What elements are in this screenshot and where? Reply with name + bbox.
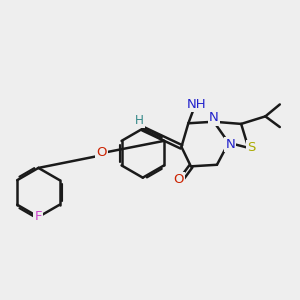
Text: N: N [209, 111, 219, 124]
Text: O: O [174, 173, 184, 186]
Text: S: S [247, 141, 256, 154]
Text: F: F [35, 211, 42, 224]
Text: H: H [135, 114, 143, 127]
Text: NH: NH [187, 98, 206, 111]
Text: N: N [225, 138, 235, 151]
Text: O: O [97, 146, 107, 159]
